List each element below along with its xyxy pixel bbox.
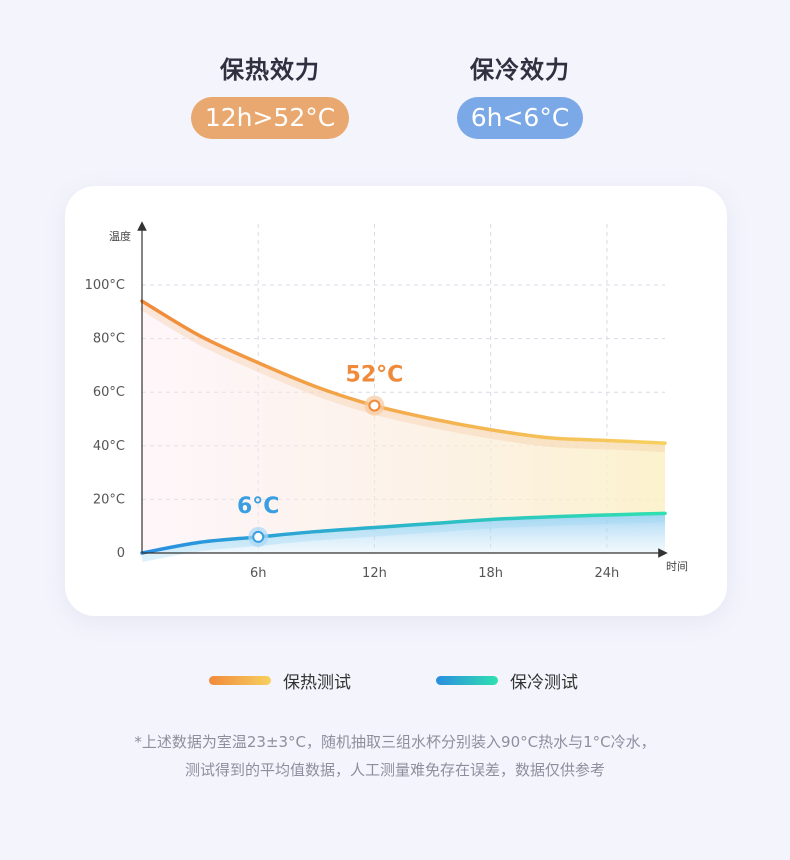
chart-legend: 保热测试 保冷测试: [0, 668, 790, 698]
footnote-line-2: 测试得到的平均值数据，人工测量难免存在误差，数据仅供参考: [184, 761, 605, 779]
cold-stat-badge: 6h<6°C: [456, 97, 584, 139]
legend-label-hot: 保热测试: [283, 673, 351, 693]
cold-data-label: 6°C: [237, 494, 279, 519]
hot-data-label: 52°C: [346, 363, 404, 388]
footnote-line-1: *上述数据为室温23±3°C，随机抽取三组水杯分别装入90°C热水与1°C冷水，: [134, 733, 656, 751]
footnote: *上述数据为室温23±3°C，随机抽取三组水杯分别装入90°C热水与1°C冷水，…: [0, 728, 790, 784]
x-tick-label: 6h: [250, 566, 267, 581]
cold-series-shadow: [141, 514, 666, 562]
y-tick-label: 80°C: [93, 332, 125, 347]
cold-series-line: [140, 511, 667, 555]
hot-stat-badge: 12h>52°C: [190, 97, 350, 139]
hot-series-area: [142, 301, 665, 553]
y-tick-label: 60°C: [93, 385, 125, 400]
y-tick-label: 20°C: [93, 492, 125, 507]
y-tick-label: 100°C: [85, 278, 125, 293]
x-axis-label: 时间: [666, 560, 688, 573]
cold-stat-title: 保冷效力: [470, 56, 570, 84]
hot-stat: 保热效力 12h>52°C: [180, 50, 360, 139]
x-tick-label: 12h: [362, 566, 387, 581]
legend-label-cold: 保冷测试: [510, 673, 578, 693]
cold-series-area: [142, 513, 665, 553]
legend-item-hot: 保热测试: [209, 668, 351, 693]
legend-swatch-cold: [436, 676, 498, 685]
hot-stat-title: 保热效力: [220, 56, 320, 84]
y-tick-label: 0: [117, 546, 125, 561]
hot-data-point: [368, 399, 381, 412]
hot-series-line: [140, 299, 667, 445]
cold-data-point: [252, 530, 265, 543]
cold-stat: 保冷效力 6h<6°C: [430, 50, 610, 139]
chart-card: 100°C 80°C 60°C 40°C 20°C 0 6h 12h 18h 24h 温度时间 52…: [65, 186, 727, 616]
legend-item-cold: 保冷测试: [436, 668, 578, 693]
y-axis-label: 温度: [109, 229, 131, 243]
hot-series-shadow: [139, 302, 666, 453]
legend-swatch-hot: [209, 676, 271, 685]
x-tick-label: 18h: [478, 566, 503, 581]
x-tick-label: 24h: [594, 566, 619, 581]
y-tick-label: 40°C: [93, 439, 125, 454]
